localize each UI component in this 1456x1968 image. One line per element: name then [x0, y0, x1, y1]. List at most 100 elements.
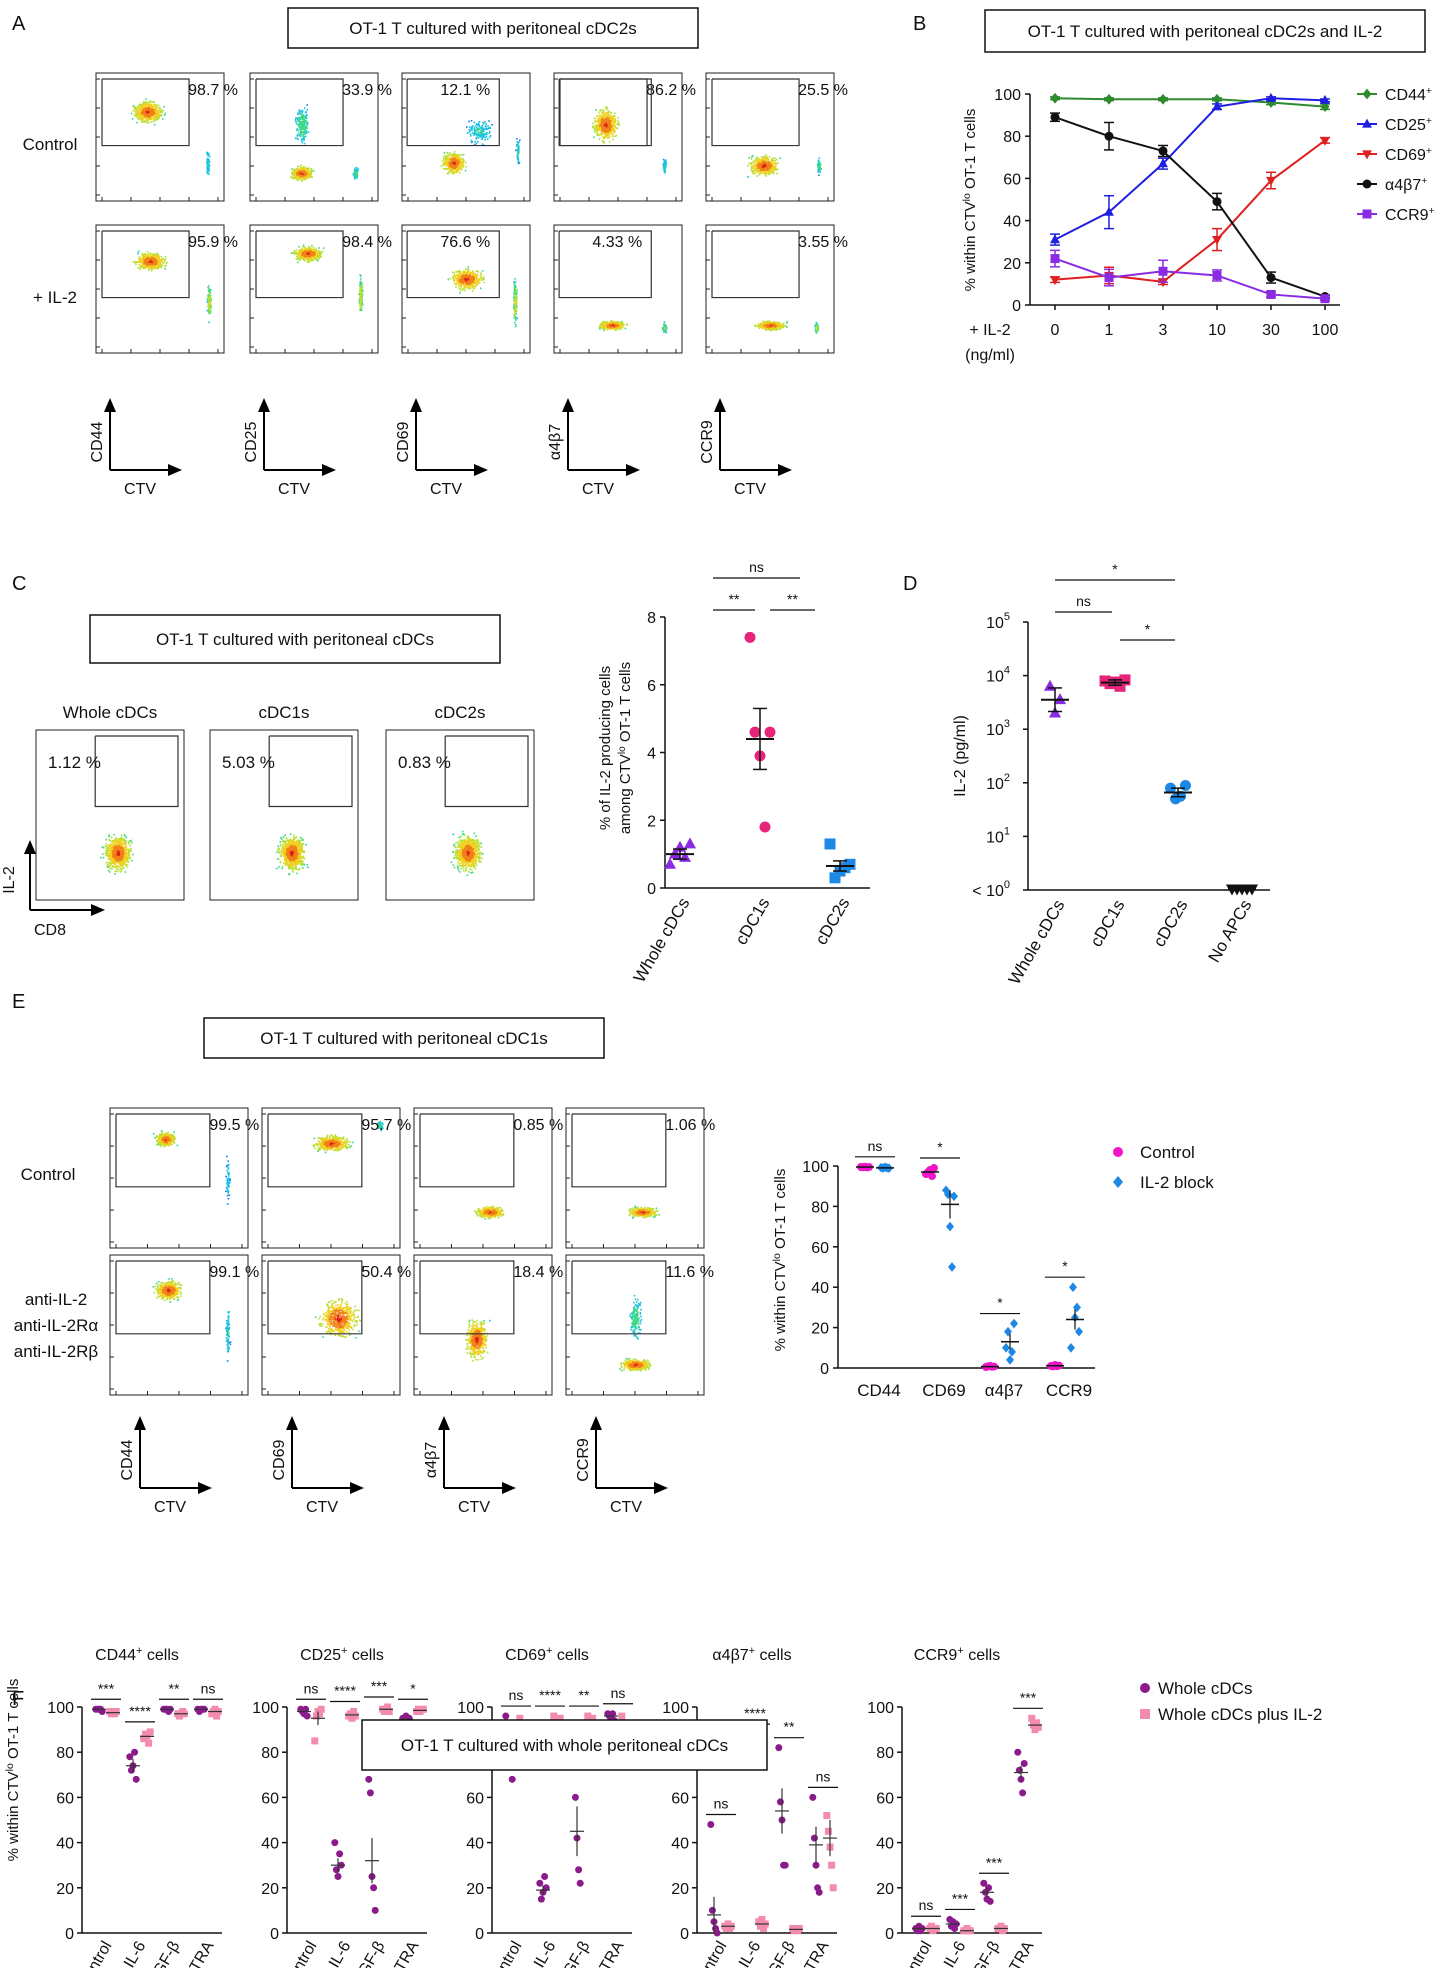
a-title: OT-1 T cultured with peritoneal cDC2s: [349, 19, 637, 38]
c-yaxis-ticklabel: 8: [647, 610, 656, 627]
e-sig-3: *: [1062, 1258, 1068, 1274]
b-point-4-4: [1266, 289, 1276, 299]
e-title-box: [203, 1017, 605, 1059]
e-flow-plot-r0c0-gate-percent: 99.5 %: [209, 1117, 259, 1134]
a-flow-plot-r0c2-gate-percent: 12.1 %: [440, 82, 490, 99]
f-xtick-label: ATRA: [182, 1938, 218, 1968]
b-ylabel-b: OT-1 T cells: [962, 109, 979, 193]
f-point-a: [576, 1879, 584, 1887]
e-flow-plot-r1c3-events: [619, 1294, 652, 1372]
c-axis-cd8: CD8: [34, 922, 66, 939]
c-yaxis-ticklabel: 4: [647, 746, 656, 763]
e-flow-plot-r0c0-frame: [109, 1107, 249, 1249]
f-xtick-label: IL-6: [326, 1938, 355, 1968]
b-legend-label: CD44+: [1385, 86, 1432, 104]
e-block-point: [1073, 1302, 1081, 1313]
d-ytick-base: 10: [986, 829, 1004, 846]
a-flow-plot-r1c3: 4.33 %: [553, 224, 683, 354]
f-panel-title-suffix: cells: [347, 1647, 383, 1664]
f-ytick-label: 60: [671, 1790, 689, 1807]
b-xtick-label: 30: [1262, 322, 1280, 339]
a-flow-plot-r1c3-events: [598, 320, 668, 334]
f-sig: **: [169, 1680, 180, 1696]
e-flow-plot-r1c0-events: [152, 1277, 232, 1362]
b-legend-label-sup: +: [1426, 146, 1432, 157]
f-ytick-label: 40: [671, 1836, 689, 1853]
d-ytick-exp: 0: [1004, 879, 1010, 891]
e-block-point: [946, 1221, 954, 1232]
c-flow-gate: [94, 735, 179, 808]
a-flow-plot-r0c2-events: [440, 119, 521, 175]
b-xlabel-unit: (ng/ml): [965, 347, 1015, 364]
f-ytick-label: 100: [47, 1700, 74, 1717]
c-point: [744, 631, 756, 643]
e-yaxis-ticklabel: 60: [811, 1240, 829, 1257]
e-sig-1: *: [937, 1139, 943, 1155]
e-flow-plot-r1c0-gate-percent: 99.1 %: [209, 1264, 259, 1281]
a-flow-plot-r1c4-gate-percent: 3.55 %: [798, 234, 848, 251]
f-panel-title-name: α4β7: [712, 1647, 748, 1664]
c-ylabel-line1: % of IL-2 producing cells: [597, 666, 614, 830]
f-point-a: [508, 1775, 516, 1783]
c-flow-gate: [268, 735, 353, 808]
e-sig-0: ns: [868, 1138, 883, 1154]
f-point-a: [366, 1789, 374, 1797]
d-ylabel: IL-2 (pg/ml): [952, 715, 969, 797]
e-axis-0-yhead: [134, 1416, 146, 1430]
f-point-b: [384, 1703, 392, 1711]
a-flow-plot-r1c0: 95.9 %: [95, 224, 238, 354]
f-ylabel-a: % within CTV: [5, 1771, 22, 1861]
c-point: [749, 726, 761, 738]
e-legend-marker: [1113, 1147, 1123, 1157]
a-flow-plot-r0c3-gate-percent: 86.2 %: [646, 82, 696, 99]
f-ylabel-b: OT-1 T cells: [5, 1679, 22, 1763]
b-legend-label-main: CD44: [1385, 87, 1426, 104]
e-axis-1-xhead: [350, 1482, 364, 1494]
f-ytick-label: 0: [65, 1926, 74, 1943]
b-point-1-1: [1104, 206, 1114, 216]
e-axis-3: CCR9 CTV: [575, 1416, 668, 1516]
e-block-point: [1010, 1318, 1018, 1329]
b-title: OT-1 T cultured with peritoneal cDC2s an…: [1028, 22, 1383, 41]
f-legend-marker: [1140, 1683, 1150, 1693]
a-row-il2: + IL-2: [33, 288, 77, 307]
a-flow-plot-r0c0-gate: [101, 78, 190, 147]
a-flow-plot-r0c2-gate: [406, 78, 500, 147]
f-ytick-label: 40: [261, 1836, 279, 1853]
a-flow-plot-r0c4-gate-percent: 25.5 %: [798, 82, 848, 99]
f-xtick-label: Control: [280, 1939, 321, 1968]
d-ytick-exp: 3: [1004, 718, 1010, 730]
f-panel-1: CD25+ cells 0 20 40 60 80 100 Control IL-6TGF-βA…: [252, 1645, 428, 1968]
d-ytick-base: 10: [986, 669, 1004, 686]
e-control-point: [928, 1172, 936, 1181]
f-sig: ns: [919, 1897, 934, 1913]
b-legend-label-main: CD69: [1385, 147, 1426, 164]
e-axis-3-yhead: [590, 1416, 602, 1430]
a-flow-plot-r0c4-events: [747, 154, 823, 178]
f-legend-label: Whole cDCs plus IL-2: [1158, 1705, 1322, 1724]
f-panel-title-sup: +: [749, 1645, 755, 1657]
f-ytick-label: 20: [261, 1881, 279, 1898]
a-flow-plot-r0c0: 98.7 %: [95, 72, 238, 202]
f-ytick-label: 60: [876, 1790, 894, 1807]
d-ytick-base: 10: [986, 722, 1004, 739]
c-axis-il2: IL-2: [1, 866, 18, 894]
a-flow-plot-r0c3-gate: [558, 78, 652, 147]
f-ytick-label: 0: [680, 1926, 689, 1943]
e-flow-plot-r0c0: 99.5 %: [109, 1107, 259, 1249]
f-panel-title-name: CCR9: [914, 1647, 958, 1664]
f-xtick-label: IL-6: [941, 1938, 970, 1968]
f-panel-title-sup: +: [957, 1645, 963, 1657]
f-point-a: [536, 1879, 544, 1887]
f-xtick-label: Control: [75, 1939, 116, 1968]
e-axis-1-ctv: CTV: [306, 1499, 338, 1516]
f-sig: ns: [816, 1768, 831, 1784]
f-sig: ****: [539, 1687, 561, 1703]
e-block-point: [1069, 1282, 1077, 1292]
b-point-2-5: [1320, 136, 1330, 146]
f-point-a: [810, 1834, 818, 1842]
a-flow-plot-r0c2-frame: [401, 72, 531, 202]
f-point-a: [126, 1753, 134, 1761]
b-yaxis-ticklabel: 60: [1003, 171, 1021, 188]
